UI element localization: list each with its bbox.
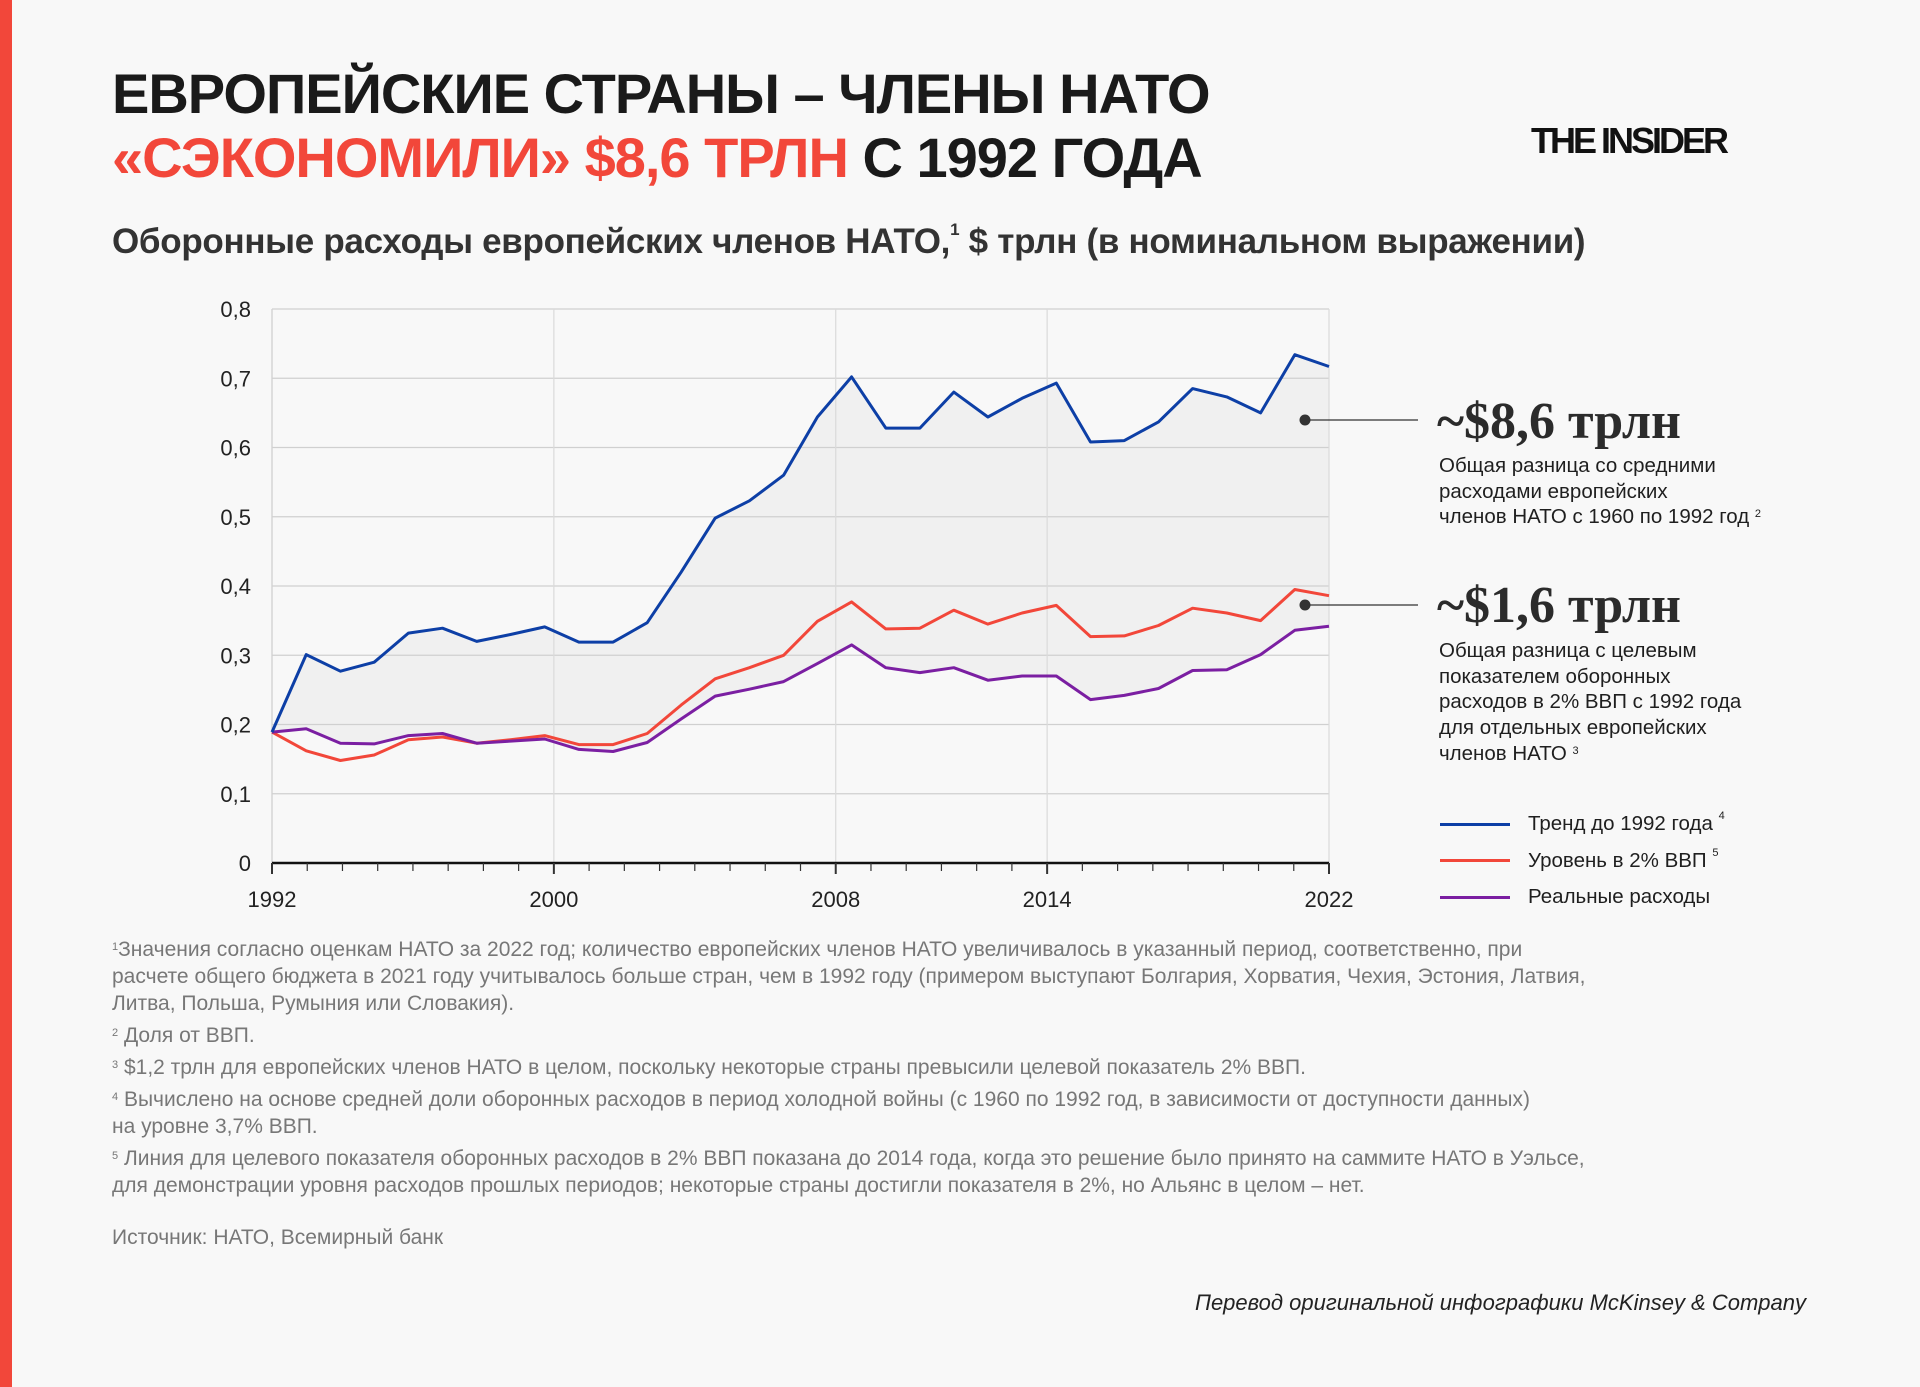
title-accent: «СЭКОНОМИЛИ» $8,6 ТРЛН: [112, 126, 849, 189]
legend-label-text: Тренд до 1992 года: [1528, 812, 1713, 836]
annotation-line-text: членов НАТО: [1439, 741, 1567, 765]
translation-credit: Перевод оригинальной инфографики McKinse…: [1195, 1290, 1806, 1315]
legend-label: Уровень в 2% ВВП 5: [1528, 846, 1719, 873]
y-tick-label: 0,1: [220, 782, 251, 807]
footnote-line: 4 Вычислено на основе средней доли оборо…: [112, 1086, 1585, 1113]
footnote-line: 2 Доля от ВВП.: [112, 1022, 1585, 1049]
y-tick-label: 0,5: [220, 505, 251, 530]
footnote-line: на уровне 3,7% ВВП.: [112, 1113, 1585, 1140]
legend-label: Тренд до 1992 года 4: [1528, 810, 1725, 836]
annotation-line-text: членов НАТО с 1960 по 1992 год: [1439, 505, 1750, 529]
x-tick-label: 2014: [1023, 887, 1072, 912]
annotation-line: расходов в 2% ВВП с 1992 года: [1439, 690, 1742, 714]
footnote-ref: 4: [1718, 810, 1725, 823]
page-title: ЕВРОПЕЙСКИЕ СТРАНЫ – ЧЛЕНЫ НАТО «СЭКОНОМ…: [112, 62, 1211, 190]
footnote-number: 3: [112, 1059, 119, 1071]
x-tick-label: 1992: [248, 887, 297, 912]
footnote-line: 1Значения согласно оценкам НАТО за 2022 …: [112, 936, 1585, 963]
footnote-line: 3 $1,2 трлн для европейских членов НАТО …: [112, 1054, 1585, 1081]
the-insider-logo: THE INSIDER: [1531, 120, 1729, 161]
annotation-line: Общая разница с целевым: [1439, 639, 1697, 662]
title-line-2: «СЭКОНОМИЛИ» $8,6 ТРЛН С 1992 ГОДА: [112, 126, 1210, 190]
annotation-line: показателем оборонных: [1439, 664, 1671, 688]
y-tick-label: 0,8: [220, 297, 251, 322]
title-line-1: ЕВРОПЕЙСКИЕ СТРАНЫ – ЧЛЕНЫ НАТО: [112, 62, 1211, 125]
footnote-text: на уровне 3,7% ВВП.: [112, 1115, 318, 1138]
y-tick-label: 0: [239, 851, 251, 876]
x-tick-label: 2022: [1305, 887, 1354, 912]
annotation-desc-target: Общая разница с целевым показателем обор…: [1439, 638, 1741, 767]
annotation-value-target: ~$1,6 трлн: [1437, 577, 1681, 634]
footnote-ref: 5: [1712, 846, 1719, 859]
footnote-line: Литва, Польша, Румыния или Словакия).: [112, 990, 1585, 1017]
footnote-number: 2: [112, 1027, 119, 1039]
annotation-line: расходами европейских: [1439, 479, 1668, 503]
series-line-actual: [271, 624, 1330, 753]
annotation-desc-total: Общая разница со средними расходами евро…: [1439, 453, 1761, 530]
legend-swatch-trend: [1440, 822, 1510, 826]
accent-bar: [0, 0, 12, 1387]
subtitle-footnote-ref: 1: [950, 220, 960, 239]
legend-item-trend: Тренд до 1992 года 4: [1440, 806, 1725, 843]
footnote-text: Вычислено на основе средней доли оборонн…: [118, 1088, 1530, 1111]
footnote-ref: 3: [1572, 744, 1579, 757]
gap-area: [272, 354, 1329, 752]
source-note: Источник: НАТО, Всемирный банк: [112, 1226, 444, 1249]
footnote-text: Линия для целевого показателя оборонных …: [118, 1147, 1585, 1170]
footnotes: 1Значения согласно оценкам НАТО за 2022 …: [112, 936, 1585, 1199]
footnote-line: 5 Линия для целевого показателя оборонны…: [112, 1145, 1585, 1172]
title-rest: С 1992 ГОДА: [847, 126, 1202, 189]
chart-legend: Тренд до 1992 года 4 Уровень в 2% ВВП 5 …: [1440, 806, 1725, 916]
footnote-number: 5: [112, 1150, 119, 1162]
footnote-text: $1,2 трлн для европейских членов НАТО в …: [118, 1056, 1306, 1079]
footnote-ref: 2: [1754, 508, 1761, 521]
x-tick-label: 2000: [529, 887, 578, 912]
legend-label: Реальные расходы: [1528, 885, 1710, 909]
x-tick-label: 2008: [811, 887, 860, 912]
legend-item-actual: Реальные расходы: [1440, 879, 1725, 916]
series-line-trend: [270, 353, 1330, 733]
y-tick-label: 0,2: [220, 713, 251, 738]
legend-swatch-target: [1440, 859, 1510, 863]
annotation-line: для отдельных европейских: [1439, 716, 1707, 740]
y-tick-label: 0,3: [220, 643, 251, 668]
subtitle-units: $ трлн (в номинальном выражении): [959, 222, 1586, 261]
y-tick-label: 0,4: [220, 574, 251, 599]
annotation-line: Общая разница со средними: [1439, 454, 1716, 477]
annotation-dot: [1299, 414, 1311, 426]
footnote-text: Литва, Польша, Румыния или Словакия).: [112, 992, 515, 1015]
subtitle-text: Оборонные расходы европейских членов НАТ…: [112, 222, 951, 261]
footnote-text: Доля от ВВП.: [118, 1024, 255, 1047]
chart-subtitle: Оборонные расходы европейских членов НАТ…: [112, 220, 1586, 262]
footnote-number: 4: [112, 1091, 119, 1103]
legend-label-text: Реальные расходы: [1528, 885, 1711, 909]
footnote-number: 1: [112, 941, 119, 953]
footnote-text: расчете общего бюджета в 2021 году учиты…: [112, 965, 1586, 988]
legend-item-target: Уровень в 2% ВВП 5: [1440, 843, 1725, 880]
annotation-line: членов НАТО 3: [1439, 741, 1741, 767]
y-tick-label: 0,6: [220, 436, 251, 461]
series-line-target: [271, 588, 1330, 762]
legend-swatch-actual: [1440, 895, 1510, 899]
footnote-line: для демонстрации уровня расходов прошлых…: [112, 1172, 1585, 1199]
annotation-dot: [1299, 599, 1311, 611]
footnote-text: для демонстрации уровня расходов прошлых…: [112, 1174, 1365, 1197]
annotation-value-total: ~$8,6 трлн: [1437, 393, 1681, 450]
footnote-text: Значения согласно оценкам НАТО за 2022 г…: [118, 938, 1523, 961]
y-tick-label: 0,7: [220, 366, 251, 391]
legend-label-text: Уровень в 2% ВВП: [1528, 848, 1707, 872]
footnote-line: расчете общего бюджета в 2021 году учиты…: [112, 963, 1585, 990]
annotation-line: членов НАТО с 1960 по 1992 год 2: [1439, 504, 1761, 530]
